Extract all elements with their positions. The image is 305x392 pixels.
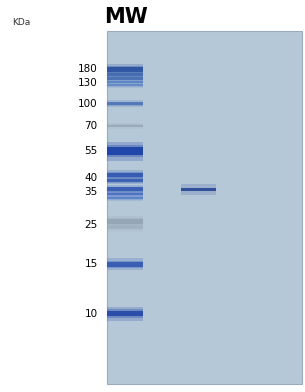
Bar bbox=[107, 75, 143, 82]
Bar bbox=[107, 176, 143, 184]
Bar bbox=[107, 262, 143, 267]
Bar bbox=[107, 84, 143, 86]
Text: KDa: KDa bbox=[12, 18, 30, 27]
Bar bbox=[107, 31, 302, 384]
Bar bbox=[107, 125, 143, 127]
Text: 55: 55 bbox=[84, 146, 98, 156]
Bar bbox=[107, 80, 143, 83]
Bar bbox=[107, 192, 143, 196]
Bar bbox=[107, 102, 143, 105]
Text: 40: 40 bbox=[84, 173, 98, 183]
Bar bbox=[107, 196, 143, 200]
Bar bbox=[107, 187, 143, 191]
Bar bbox=[107, 67, 143, 72]
Bar bbox=[107, 147, 143, 155]
Bar bbox=[107, 79, 143, 84]
Text: 15: 15 bbox=[84, 259, 98, 269]
Bar bbox=[107, 145, 143, 157]
Bar bbox=[107, 76, 143, 80]
Text: 70: 70 bbox=[84, 121, 98, 131]
Text: 180: 180 bbox=[78, 64, 98, 74]
Bar bbox=[107, 261, 143, 268]
Text: 130: 130 bbox=[78, 78, 98, 88]
Bar bbox=[107, 179, 143, 182]
Bar bbox=[107, 225, 143, 229]
Bar bbox=[107, 66, 143, 73]
Bar bbox=[107, 191, 143, 198]
Bar bbox=[107, 216, 143, 228]
Bar bbox=[107, 185, 143, 194]
Bar bbox=[107, 178, 143, 183]
Bar bbox=[107, 81, 143, 83]
Bar bbox=[107, 195, 143, 201]
Bar bbox=[107, 258, 143, 270]
Bar bbox=[107, 72, 143, 76]
Bar bbox=[107, 220, 143, 224]
Bar bbox=[107, 197, 143, 199]
Bar bbox=[107, 71, 143, 78]
Bar bbox=[107, 172, 143, 178]
Bar bbox=[107, 124, 143, 127]
Bar bbox=[107, 309, 143, 318]
Bar bbox=[107, 187, 143, 192]
Bar bbox=[181, 184, 216, 195]
Bar bbox=[107, 192, 143, 196]
Bar bbox=[107, 311, 143, 316]
Text: 25: 25 bbox=[84, 220, 98, 230]
Bar bbox=[107, 83, 143, 87]
Bar bbox=[107, 218, 143, 225]
Bar bbox=[107, 77, 143, 80]
Bar bbox=[107, 102, 143, 106]
Bar bbox=[107, 307, 143, 321]
Bar bbox=[107, 173, 143, 178]
Bar bbox=[107, 73, 143, 76]
Text: 10: 10 bbox=[84, 309, 98, 319]
Bar bbox=[107, 82, 143, 88]
Bar bbox=[107, 223, 143, 232]
Text: MW: MW bbox=[104, 7, 147, 27]
Bar bbox=[107, 170, 143, 181]
Text: 100: 100 bbox=[78, 99, 98, 109]
Bar bbox=[107, 142, 143, 161]
Bar bbox=[107, 64, 143, 75]
Text: 35: 35 bbox=[84, 187, 98, 197]
Bar bbox=[107, 100, 143, 107]
Bar bbox=[107, 123, 143, 129]
Bar bbox=[181, 188, 216, 191]
Bar bbox=[107, 225, 143, 230]
